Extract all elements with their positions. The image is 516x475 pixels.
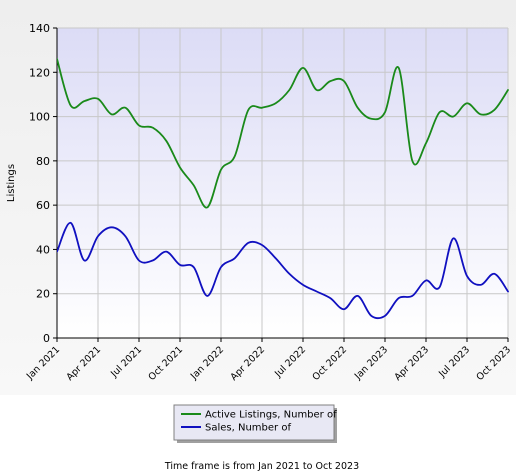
timeframe-note: Time frame is from Jan 2021 to Oct 2023 bbox=[164, 461, 359, 472]
series-line-active-listings bbox=[57, 58, 509, 209]
legend-box bbox=[173, 404, 335, 441]
series-lines bbox=[57, 58, 509, 320]
gridlines bbox=[57, 27, 509, 338]
y-tick-label: 140 bbox=[29, 22, 50, 35]
y-tick-label: 0 bbox=[43, 332, 50, 345]
legend-entry: Sales, Number of bbox=[205, 423, 291, 434]
y-tick-label: 40 bbox=[36, 243, 50, 256]
series-line-sales bbox=[57, 221, 509, 320]
axes bbox=[53, 27, 509, 342]
y-tick-label: 60 bbox=[36, 199, 50, 212]
y-tick-label: 20 bbox=[36, 288, 50, 301]
y-axis-label: Listings bbox=[6, 164, 17, 202]
legend: Active Listings, Number of Sales, Number … bbox=[173, 404, 337, 443]
y-tick-label: 80 bbox=[36, 155, 50, 168]
y-tick-labels: 0 20 40 60 80 100 120 140 bbox=[29, 22, 50, 345]
y-tick-label: 100 bbox=[29, 111, 50, 124]
plot-area bbox=[57, 28, 508, 338]
legend-entry: Active Listings, Number of bbox=[205, 410, 337, 421]
y-tick-label: 120 bbox=[29, 66, 50, 79]
